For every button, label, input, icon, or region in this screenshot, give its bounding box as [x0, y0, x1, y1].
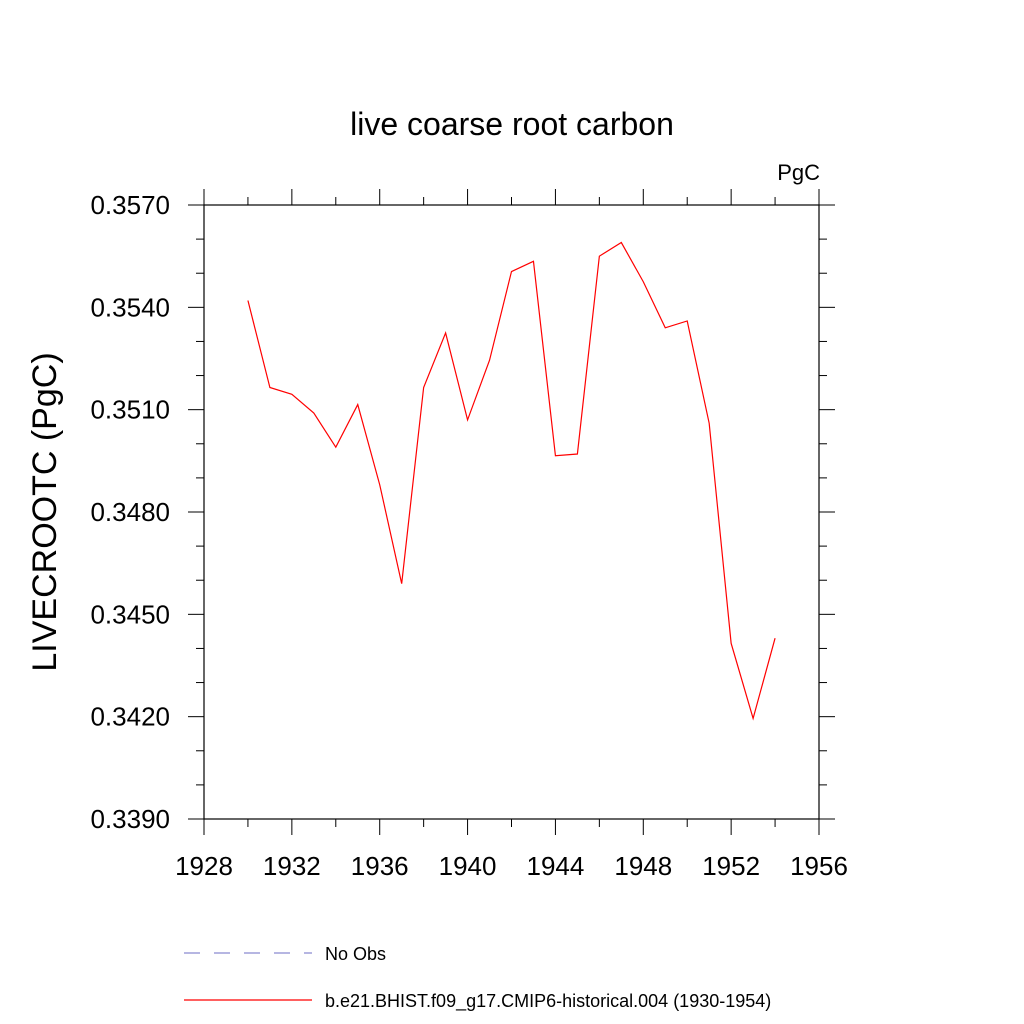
y-tick-label: 0.3480	[90, 497, 170, 527]
chart-title: live coarse root carbon	[350, 106, 674, 142]
series-line-1	[247, 241, 776, 721]
x-tick-label: 1956	[790, 851, 848, 881]
x-tick-labels: 1928 1932 1936 1940 1944 1948 1952 1956	[175, 851, 848, 881]
y-tick-label: 0.3510	[90, 395, 170, 425]
plot-frame	[203, 204, 820, 820]
legend-label-no-obs: No Obs	[325, 944, 386, 964]
y-tick-labels: 0.3390 0.3420 0.3450 0.3480 0.3510 0.3540 0.35…	[90, 190, 170, 834]
units-label: PgC	[777, 160, 820, 185]
x-tick-label: 1928	[175, 851, 233, 881]
x-tick-label: 1936	[351, 851, 409, 881]
x-tick-label: 1944	[527, 851, 585, 881]
y-tick-label: 0.3390	[90, 804, 170, 834]
legend: No Obs b.e21.BHIST.f09_g17.CMIP6-histori…	[184, 944, 771, 1012]
legend-label-model: b.e21.BHIST.f09_g17.CMIP6-historical.004…	[325, 991, 771, 1012]
axis-ticks	[188, 189, 835, 835]
y-tick-label: 0.3570	[90, 190, 170, 220]
series-layer	[247, 241, 776, 721]
x-tick-label: 1932	[263, 851, 321, 881]
x-tick-label: 1940	[439, 851, 497, 881]
x-tick-label: 1948	[614, 851, 672, 881]
y-tick-label: 0.3450	[90, 599, 170, 629]
y-axis-label: LIVECROOTC (PgC)	[26, 352, 64, 671]
x-tick-label: 1952	[702, 851, 760, 881]
y-tick-label: 0.3420	[90, 702, 170, 732]
y-tick-label: 0.3540	[90, 292, 170, 322]
